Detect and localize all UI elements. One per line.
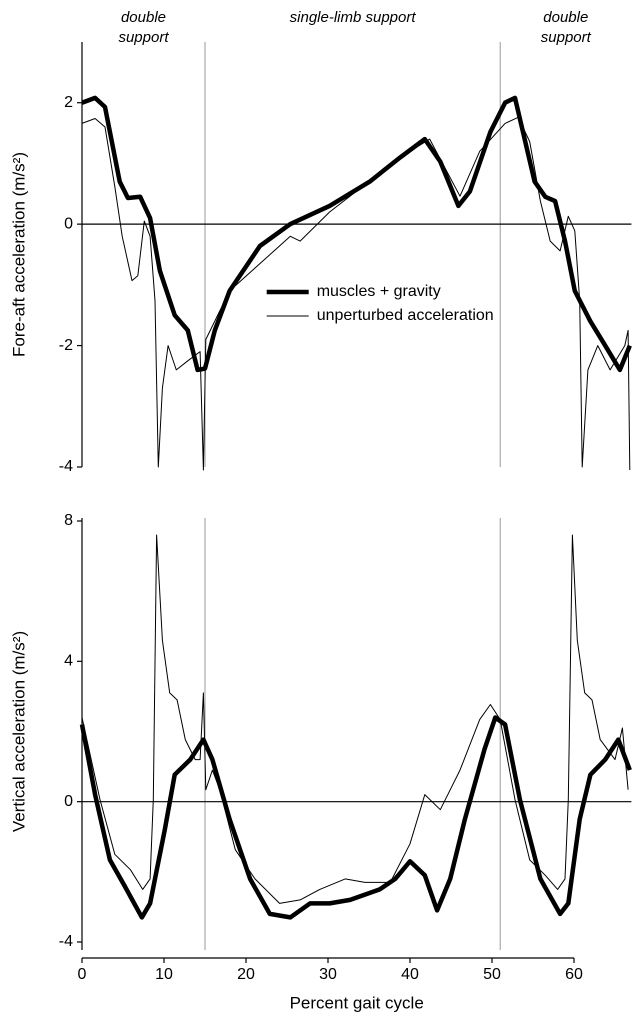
x-tick-label: 60 (565, 966, 583, 983)
x-tick-label: 50 (483, 966, 501, 983)
x-tick-label: 0 (78, 966, 87, 983)
phase-label: double (121, 9, 166, 26)
x-tick-label: 20 (237, 966, 255, 983)
series-line (81, 534, 629, 904)
series-line (81, 95, 632, 373)
y-tick-label: -4 (59, 458, 73, 475)
series-line (79, 715, 632, 920)
y-tick-label: -4 (59, 933, 73, 950)
x-tick-label: 10 (155, 966, 173, 983)
phase-label: support (541, 29, 592, 46)
y-tick-label: 4 (64, 653, 73, 670)
y-tick-label: 0 (64, 215, 73, 232)
phase-label: single-limb support (290, 9, 417, 26)
x-tick-label: 30 (319, 966, 337, 983)
y-axis-label: Fore-aft acceleration (m/s²) (9, 152, 28, 357)
series-line (81, 116, 631, 471)
y-axis-label: Vertical acceleration (m/s²) (9, 631, 28, 832)
y-tick-label: -2 (59, 337, 73, 354)
y-tick-label: 2 (64, 94, 73, 111)
y-tick-label: 0 (64, 793, 73, 810)
x-axis-label: Percent gait cycle (290, 993, 424, 1012)
phase-label: support (118, 29, 169, 46)
x-tick-label: 40 (401, 966, 419, 983)
legend-label: unperturbed acceleration (317, 307, 494, 324)
phase-label: double (543, 9, 588, 26)
y-tick-label: 8 (64, 512, 73, 529)
legend-label: muscles + gravity (317, 283, 441, 300)
